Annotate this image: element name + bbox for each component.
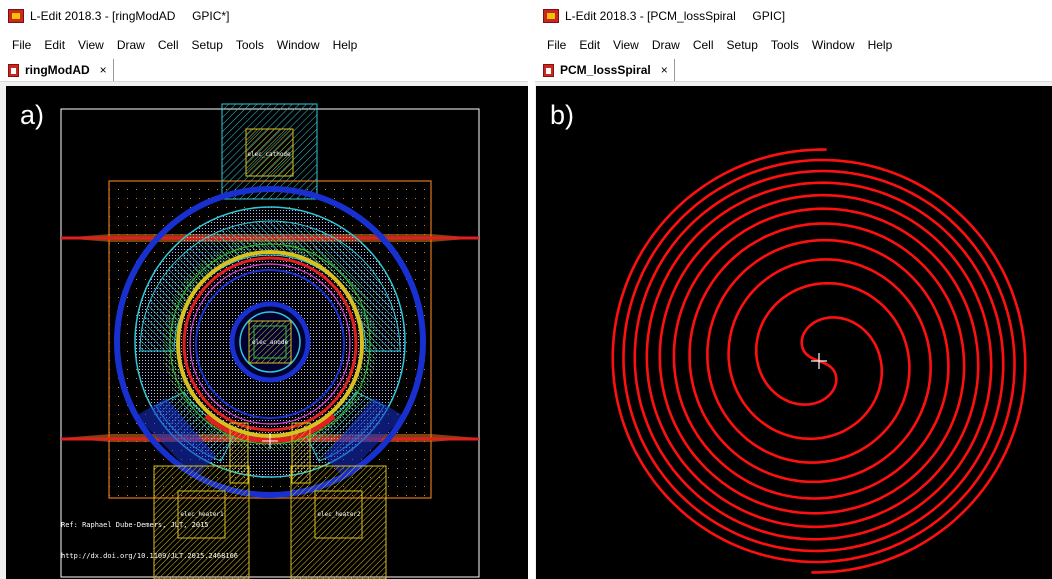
window-divider xyxy=(528,0,535,579)
tab-ringmodad[interactable]: ringModAD × xyxy=(6,59,114,81)
heater2-pad-label: elec_heater2 xyxy=(317,511,361,518)
close-icon[interactable]: × xyxy=(660,63,668,77)
menu-file[interactable]: File xyxy=(547,37,567,52)
origin-crosshair-icon xyxy=(262,433,278,449)
ring-modulator-layout: elec_cathode xyxy=(60,103,480,579)
title-bar[interactable]: L-Edit 2018.3 - [PCM_lossSpiral GPIC] xyxy=(535,0,1052,32)
microring-waveguide xyxy=(182,256,358,432)
layout-canvas[interactable]: b) xyxy=(536,86,1052,579)
tab-label: ringModAD xyxy=(25,63,90,77)
heater1-pad-label: elec_heater1 xyxy=(180,511,224,518)
ledit-app-icon xyxy=(8,9,24,23)
doi-text: http://dx.doi.org/10.1109/JLT.2015.24681… xyxy=(61,552,238,560)
close-icon[interactable]: × xyxy=(99,63,107,77)
menu-file[interactable]: File xyxy=(12,37,32,52)
spiral-arm-a xyxy=(622,158,1027,574)
menu-cell[interactable]: Cell xyxy=(692,37,714,52)
spiral-arm-b xyxy=(611,148,1016,564)
window-title: L-Edit 2018.3 - [PCM_lossSpiral GPIC] xyxy=(565,9,786,23)
menu-bar: File Edit View Draw Cell Setup Tools Win… xyxy=(0,32,528,57)
panel-label-a: a) xyxy=(20,100,45,130)
right-window: L-Edit 2018.3 - [PCM_lossSpiral GPIC] Fi… xyxy=(535,0,1052,579)
menu-draw[interactable]: Draw xyxy=(651,37,680,52)
menu-tools[interactable]: Tools xyxy=(235,37,264,52)
outer-contact-ring xyxy=(114,186,426,498)
left-window: L-Edit 2018.3 - [ringModAD GPIC*] File E… xyxy=(0,0,528,579)
menu-window[interactable]: Window xyxy=(276,37,320,52)
reference-text: Ref: Raphael Dube-Demers, JLT, 2015 xyxy=(61,521,209,529)
origin-crosshair-icon xyxy=(811,353,827,369)
layout-file-icon xyxy=(543,63,554,77)
menu-cell[interactable]: Cell xyxy=(157,37,179,52)
menu-edit[interactable]: Edit xyxy=(579,37,601,52)
tab-label: PCM_lossSpiral xyxy=(560,63,651,77)
menu-view[interactable]: View xyxy=(613,37,639,52)
tab-bar: PCM_lossSpiral × xyxy=(535,57,1052,82)
menu-help[interactable]: Help xyxy=(332,37,358,52)
anode-pad-label: elec_anode xyxy=(252,339,289,346)
heater1-pad xyxy=(153,465,250,579)
layout-file-icon xyxy=(8,63,19,77)
menu-help[interactable]: Help xyxy=(867,37,893,52)
cathode-pad-label: elec_cathode xyxy=(247,151,291,158)
menu-setup[interactable]: Setup xyxy=(726,37,758,52)
menu-setup[interactable]: Setup xyxy=(191,37,223,52)
anode-pad xyxy=(248,320,292,364)
menu-view[interactable]: View xyxy=(78,37,104,52)
title-bar[interactable]: L-Edit 2018.3 - [ringModAD GPIC*] xyxy=(0,0,528,32)
panel-label-b: b) xyxy=(550,100,575,130)
loss-spiral-layout xyxy=(611,148,1027,574)
menu-edit[interactable]: Edit xyxy=(44,37,66,52)
tab-bar: ringModAD × xyxy=(0,57,528,82)
ledit-app-icon xyxy=(543,9,559,23)
menu-draw[interactable]: Draw xyxy=(116,37,145,52)
tab-pcm-lossspiral[interactable]: PCM_lossSpiral × xyxy=(541,59,675,81)
menu-window[interactable]: Window xyxy=(811,37,855,52)
loss-spiral-waveguide xyxy=(611,148,1027,574)
menu-bar: File Edit View Draw Cell Setup Tools Win… xyxy=(535,32,1052,57)
menu-tools[interactable]: Tools xyxy=(770,37,799,52)
heater2-pad xyxy=(290,465,387,579)
window-title: L-Edit 2018.3 - [ringModAD GPIC*] xyxy=(30,9,230,23)
layout-canvas[interactable]: elec_cathode xyxy=(6,86,528,579)
